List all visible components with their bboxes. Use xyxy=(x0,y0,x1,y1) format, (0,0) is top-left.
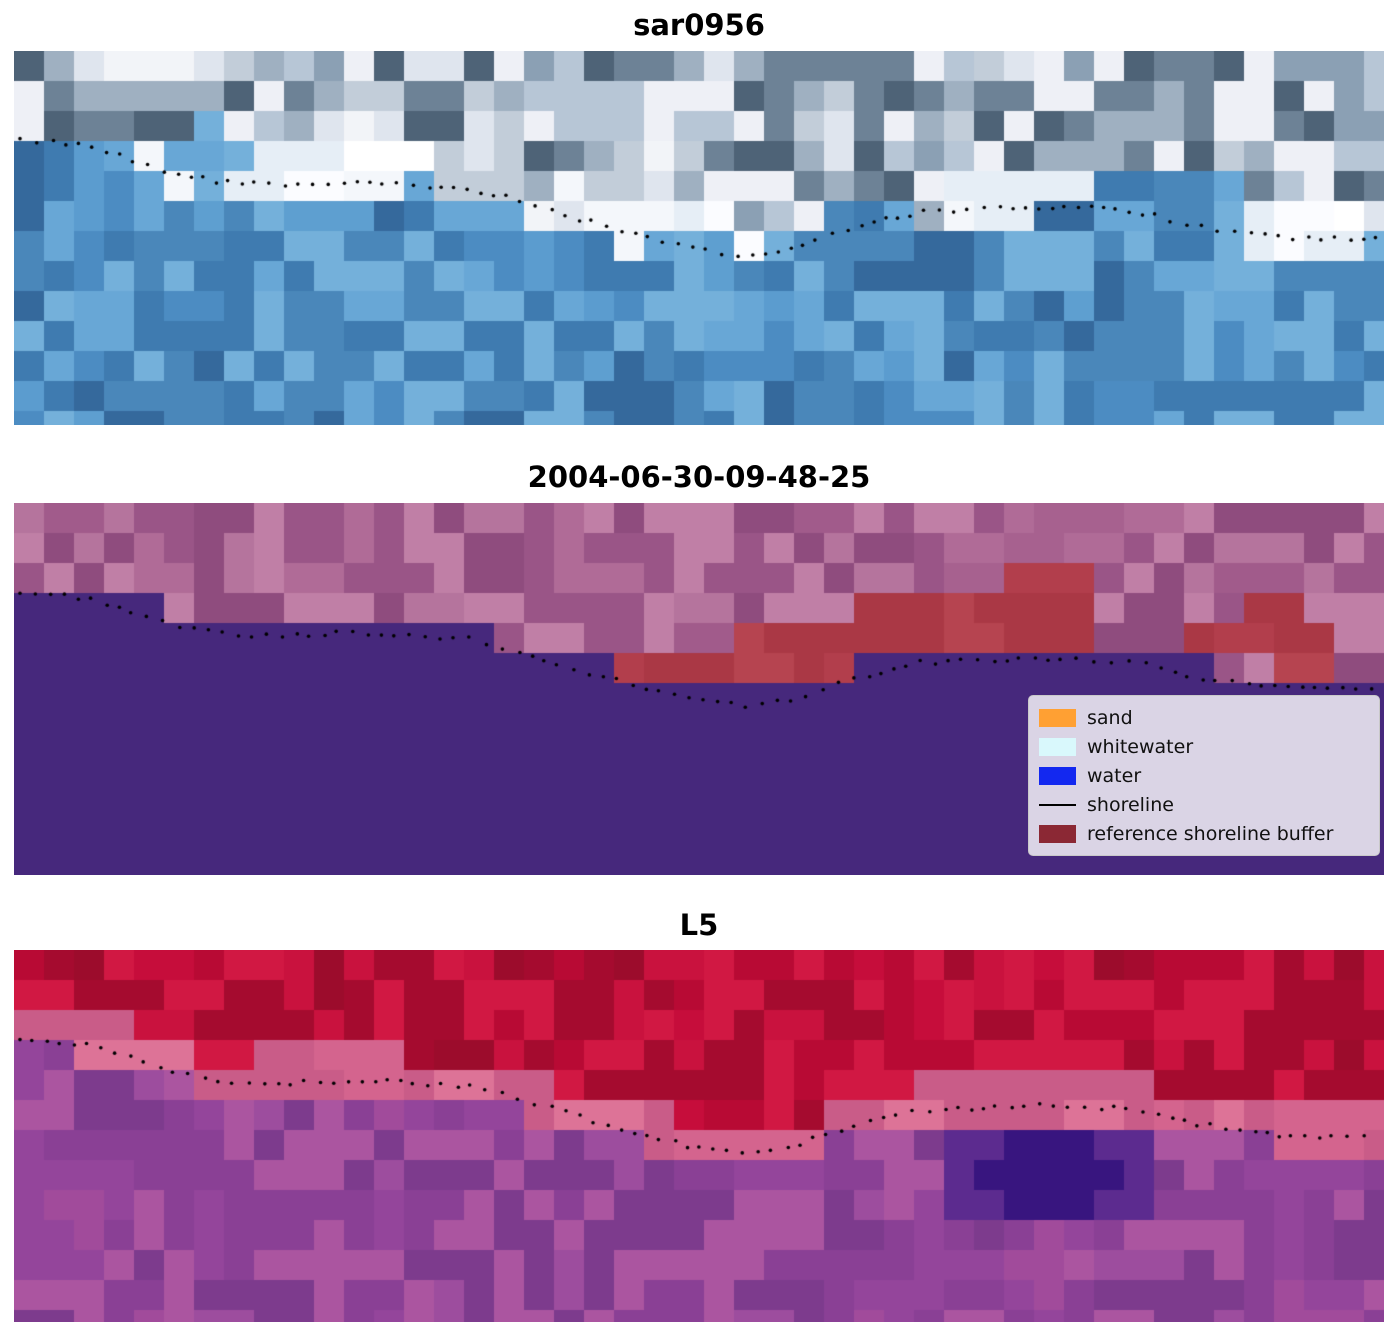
legend: sand whitewater water shoreline referenc… xyxy=(1028,695,1380,856)
legend-entry-water: water xyxy=(1039,761,1369,790)
legend-label-whitewater: whitewater xyxy=(1087,735,1194,758)
water-swatch-icon xyxy=(1039,766,1076,785)
panel-sar xyxy=(14,51,1384,425)
legend-entry-shoreline: shoreline xyxy=(1039,790,1369,819)
panel-title-sar: sar0956 xyxy=(633,8,765,42)
whitewater-swatch-icon xyxy=(1039,737,1076,756)
panel-classification: sand whitewater water shoreline referenc… xyxy=(14,503,1384,875)
reference-buffer-swatch-icon xyxy=(1039,824,1076,843)
panel-title-l5: L5 xyxy=(679,908,719,942)
legend-entry-reference-buffer: reference shoreline buffer xyxy=(1039,819,1369,848)
legend-label-water: water xyxy=(1087,764,1142,787)
legend-label-reference-buffer: reference shoreline buffer xyxy=(1087,822,1334,845)
l5-image xyxy=(14,950,1384,1322)
panel-l5 xyxy=(14,950,1384,1322)
panel-title-classification: 2004-06-30-09-48-25 xyxy=(527,460,871,494)
legend-label-sand: sand xyxy=(1087,706,1133,729)
shoreline-line-icon xyxy=(1039,803,1076,806)
legend-entry-whitewater: whitewater xyxy=(1039,732,1369,761)
legend-entry-sand: sand xyxy=(1039,703,1369,732)
sand-swatch-icon xyxy=(1039,708,1076,727)
sar-image xyxy=(14,51,1384,425)
legend-label-shoreline: shoreline xyxy=(1087,793,1174,816)
